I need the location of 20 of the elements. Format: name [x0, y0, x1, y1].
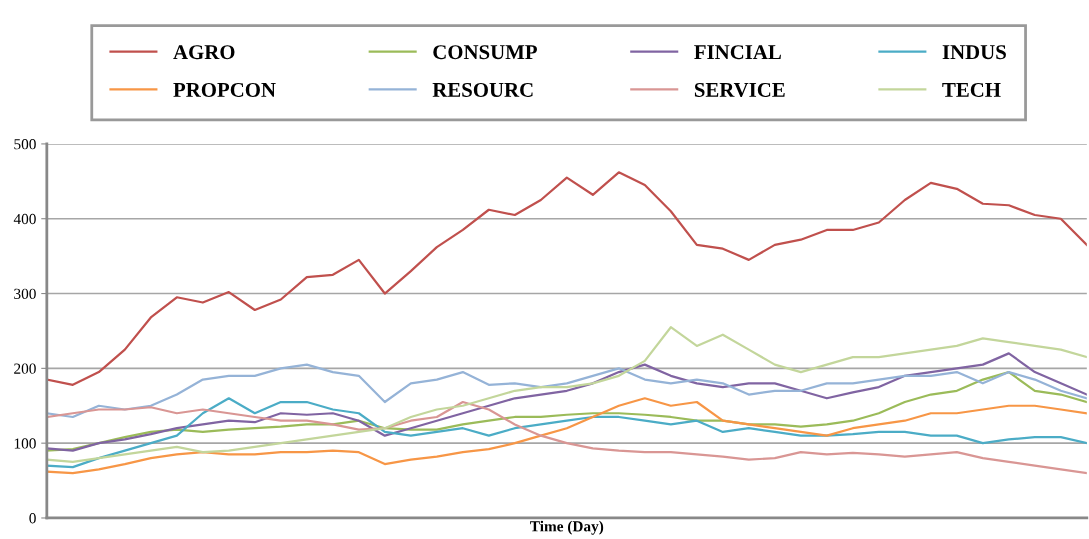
legend-label: FINCIAL — [694, 45, 781, 60]
line-series — [46, 370, 1087, 452]
y-tick-label: 500 — [14, 139, 36, 150]
legend-label: INDUS — [942, 45, 1006, 60]
y-tick-label: 200 — [14, 363, 36, 374]
line-series — [46, 171, 1087, 386]
x-axis-title: Time (Day) — [530, 520, 604, 535]
legend-label: TECH — [942, 82, 1001, 97]
legend-label: SERVICE — [694, 82, 785, 98]
legend-label: CONSUMP — [433, 45, 537, 60]
line-series — [46, 326, 1087, 463]
line-series — [46, 363, 1087, 419]
y-tick-label: 400 — [13, 213, 36, 225]
line-series — [46, 352, 1087, 452]
y-tick-label: 100 — [14, 438, 36, 449]
legend-label: AGRO — [173, 45, 235, 60]
y-tick-label: 0 — [29, 513, 36, 524]
y-tick-label: 300 — [14, 288, 36, 299]
legend-label: RESOURC — [432, 82, 533, 97]
legend-label: PROPCON — [173, 82, 276, 97]
